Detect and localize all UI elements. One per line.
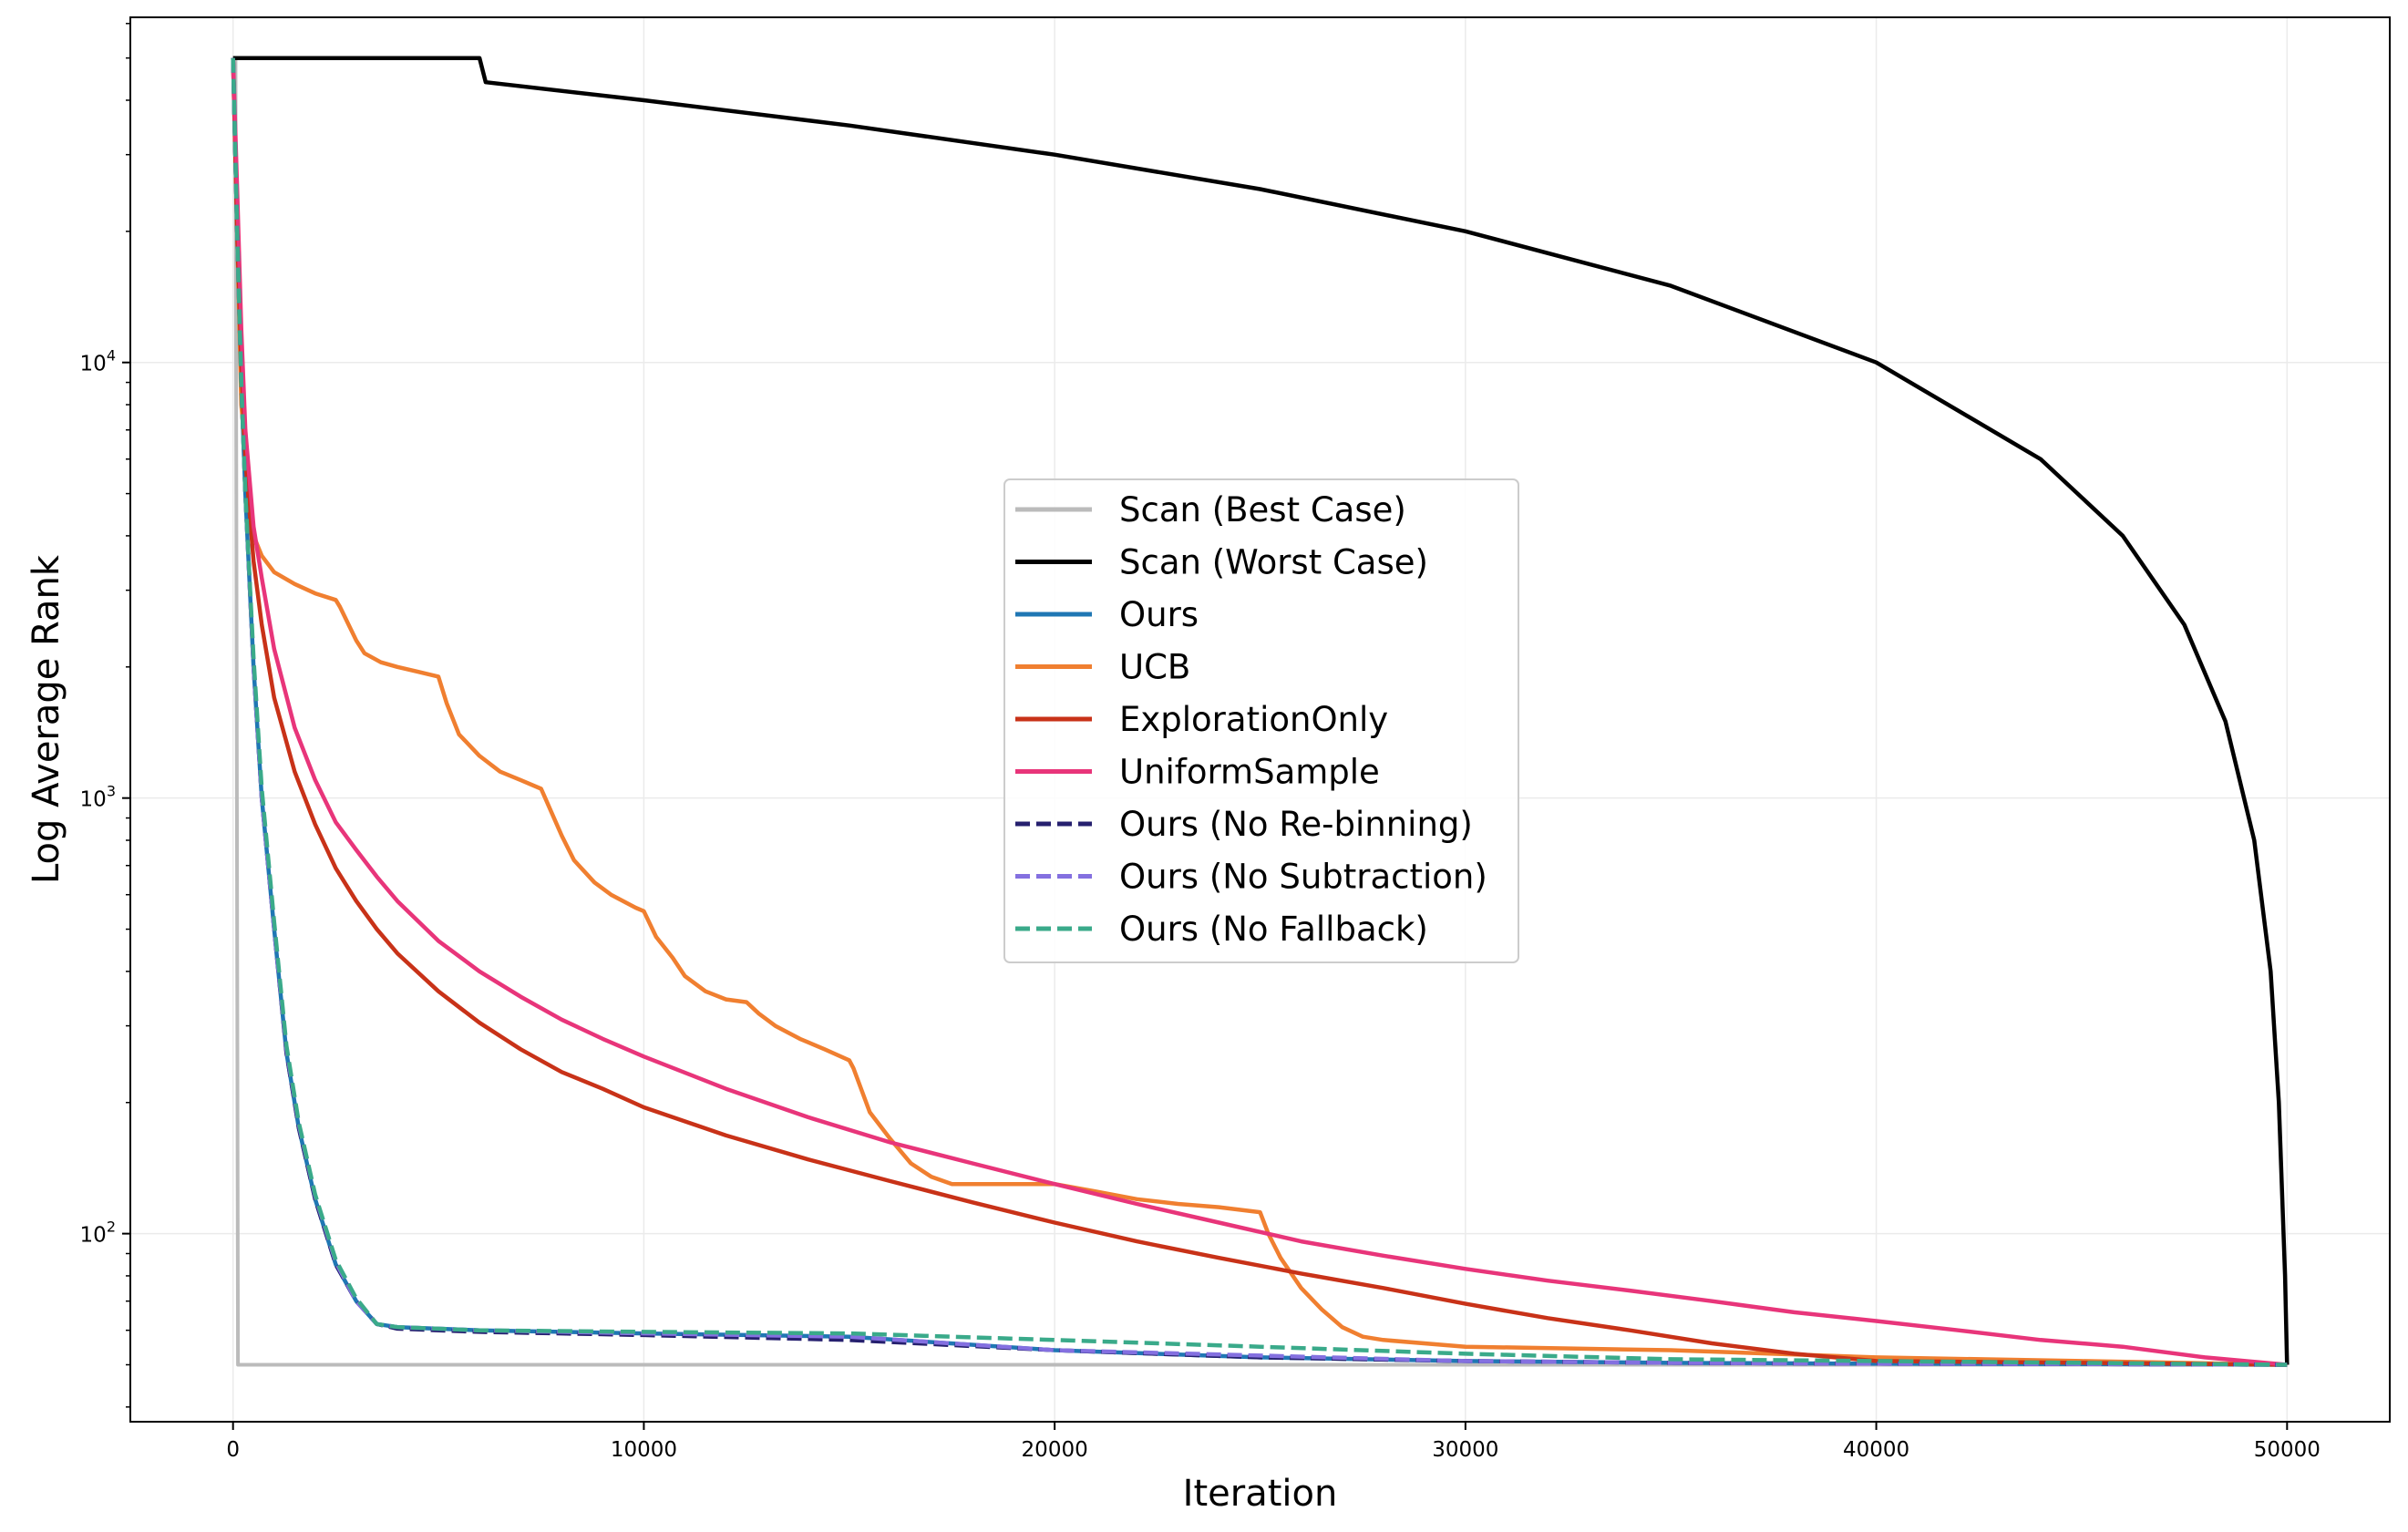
x-tick-label: 50000 bbox=[2254, 1438, 2321, 1462]
legend-box bbox=[1003, 478, 1519, 963]
y-tick-label: 103 bbox=[80, 783, 116, 812]
series-line-explorationonly bbox=[231, 57, 2288, 1367]
legend-label: Ours (No Fallback) bbox=[1119, 910, 1428, 949]
series-line-ucb bbox=[231, 57, 2288, 1367]
legend-label: Ours (No Re-binning) bbox=[1119, 805, 1473, 844]
plot-area bbox=[231, 56, 2290, 1367]
y-tick-label: 102 bbox=[80, 1218, 116, 1248]
legend-label: Scan (Best Case) bbox=[1119, 490, 1406, 530]
series-line-ours-no-fallback bbox=[231, 57, 2288, 1367]
y-tick-label: 104 bbox=[80, 347, 116, 376]
x-tick-label: 30000 bbox=[1432, 1438, 1498, 1462]
legend-label: Ours (No Subtraction) bbox=[1119, 858, 1487, 897]
series-line-scan-worst-case bbox=[232, 56, 2290, 1365]
legend-label: Scan (Worst Case) bbox=[1119, 543, 1428, 582]
x-axis-title: Iteration bbox=[1183, 1473, 1338, 1515]
legend: Scan (Best Case) Scan (Worst Case) Ours UCB… bbox=[1003, 478, 1519, 963]
y-axis-title: Log Average Rank bbox=[26, 554, 67, 884]
legend-label: UCB bbox=[1119, 648, 1190, 687]
x-tick-label: 40000 bbox=[1843, 1438, 1909, 1462]
legend-label: Ours bbox=[1119, 595, 1199, 634]
plot-frame bbox=[129, 16, 2391, 1423]
y-axis: 102 103 104 bbox=[80, 23, 130, 1408]
series-line-uniformsample bbox=[231, 57, 2288, 1367]
x-tick-label: 10000 bbox=[611, 1438, 677, 1462]
x-axis: 0 10000 20000 30000 40000 50000 bbox=[226, 1422, 2321, 1462]
legend-label: UniformSample bbox=[1119, 753, 1380, 792]
x-tick-label: 20000 bbox=[1022, 1438, 1088, 1462]
x-tick-label: 0 bbox=[226, 1438, 240, 1462]
legend-label: ExplorationOnly bbox=[1119, 700, 1388, 739]
